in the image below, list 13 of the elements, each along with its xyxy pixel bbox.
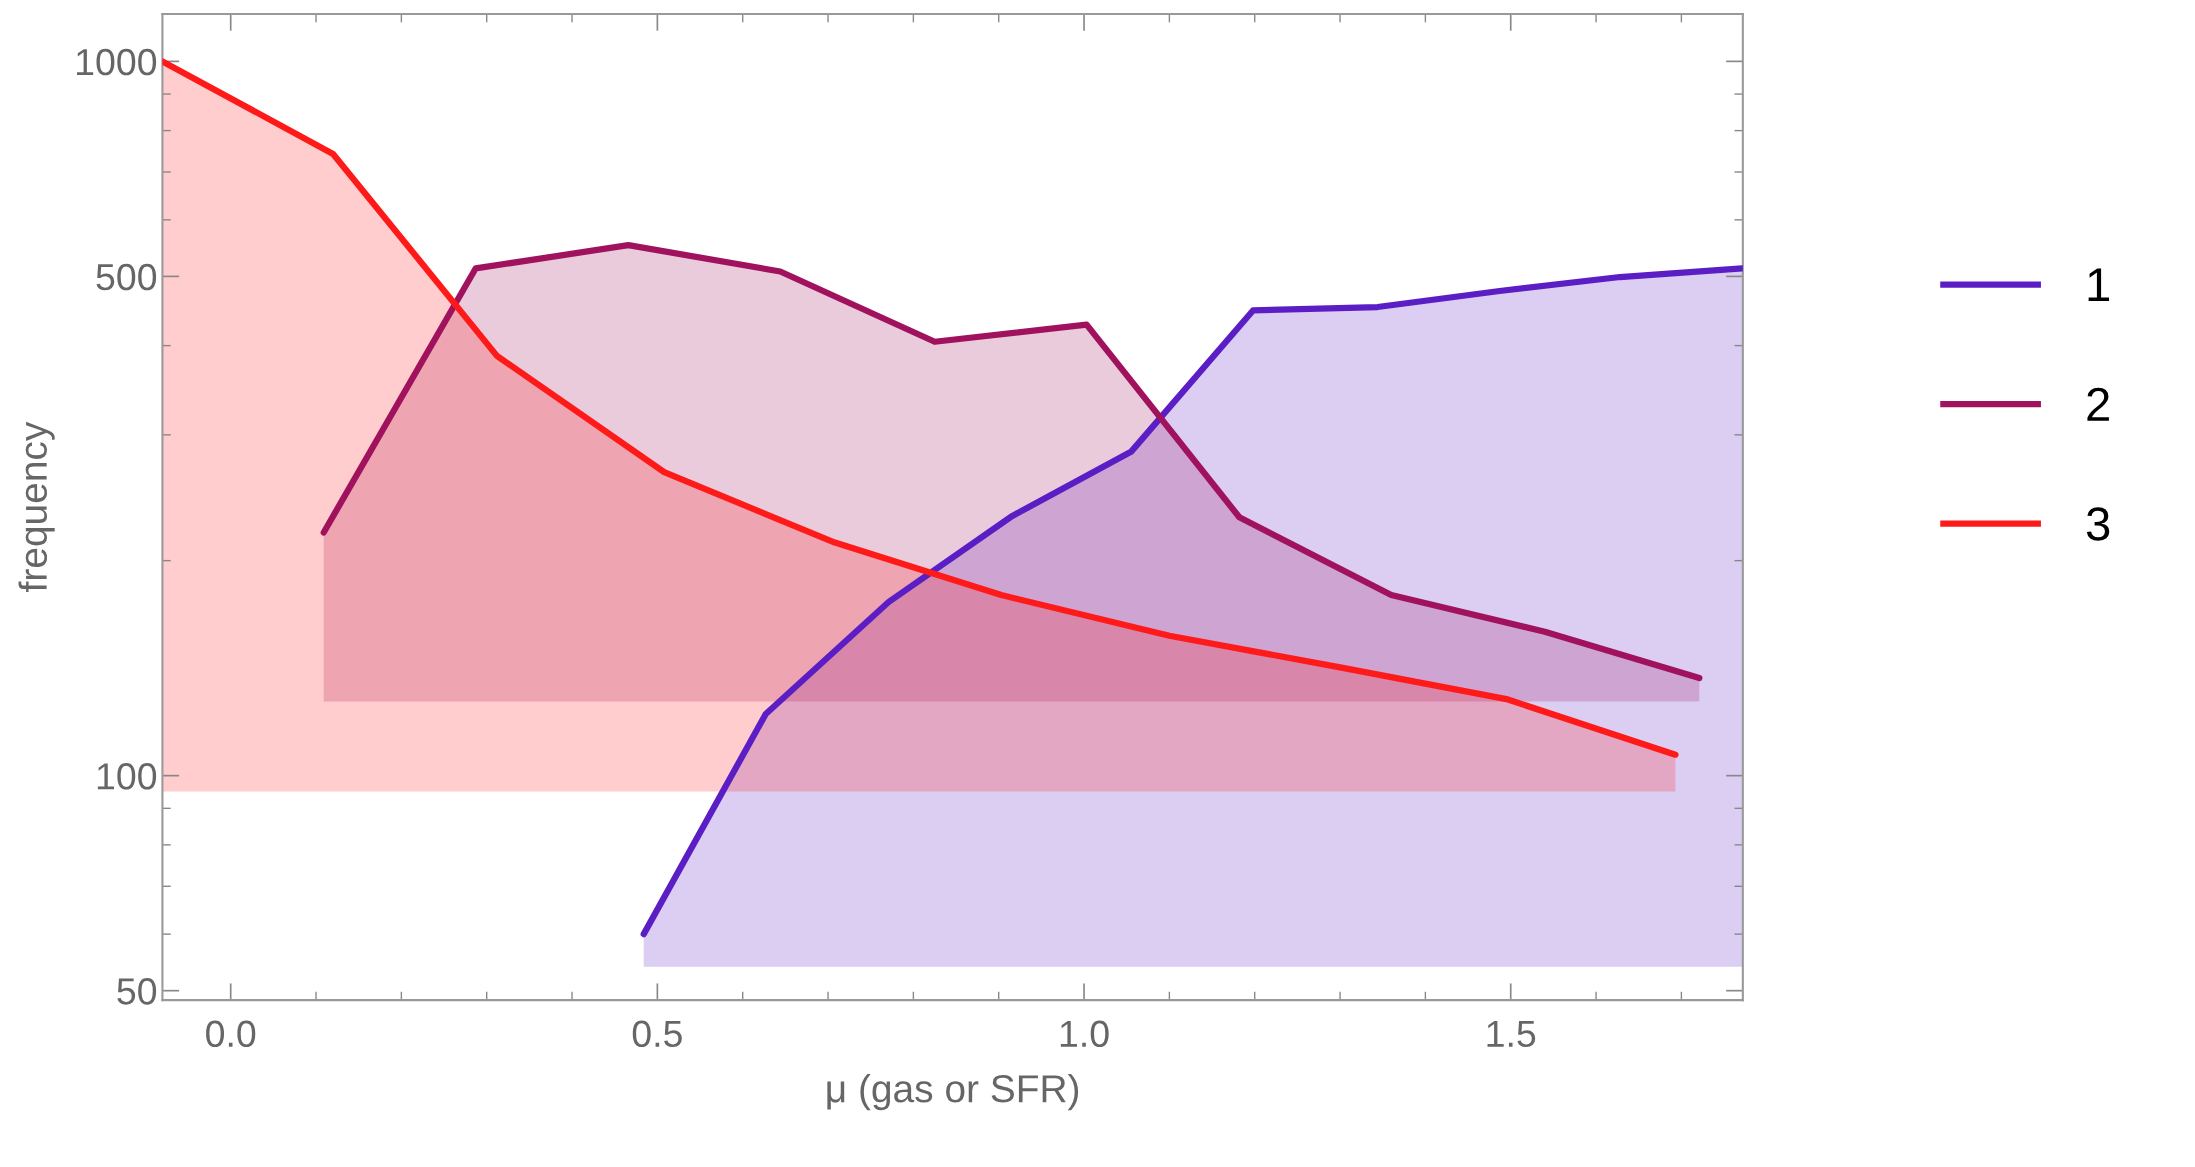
x-tick-label: 1.0 bbox=[1060, 1020, 1109, 1048]
y-tick-label: 1000 bbox=[77, 48, 157, 76]
x-axis-title: μ (gas or SFR) bbox=[827, 1073, 1079, 1111]
x-tick-label: 0.5 bbox=[632, 1020, 682, 1048]
x-tick-label: 0.0 bbox=[206, 1020, 256, 1048]
y-tick-label: 100 bbox=[97, 763, 157, 790]
legend-label: 2 bbox=[2087, 387, 2109, 421]
x-tick-label: 1.5 bbox=[1487, 1020, 1536, 1048]
legend-label: 1 bbox=[2088, 268, 2109, 302]
y-axis-title: frequency bbox=[18, 421, 55, 592]
legend-label: 3 bbox=[2086, 507, 2110, 541]
y-tick-label: 500 bbox=[96, 263, 157, 291]
y-tick-label: 50 bbox=[117, 978, 157, 1005]
